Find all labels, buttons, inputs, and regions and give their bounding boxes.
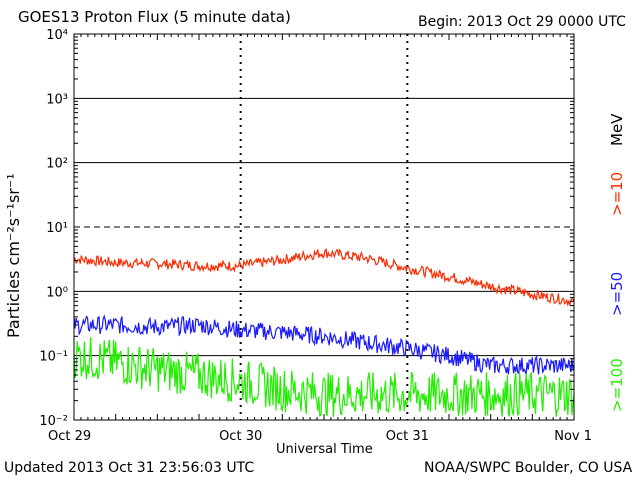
- legend-10mev: >=10: [608, 171, 626, 216]
- source-label: NOAA/SWPC Boulder, CO USA: [424, 460, 633, 476]
- x-tick-label: Oct 30: [219, 429, 262, 444]
- x-axis-label: Universal Time: [276, 442, 373, 457]
- y-tick-label: 10⁴: [46, 28, 68, 43]
- begin-label: Begin: 2013 Oct 29 0000 UTC: [418, 14, 626, 30]
- series-line-2: [73, 336, 575, 418]
- legend-100mev: >=100: [608, 358, 626, 412]
- y-axis-label: Particles cm⁻²s⁻¹sr⁻¹: [4, 173, 23, 338]
- x-tick-label: Oct 31: [386, 429, 429, 444]
- series-line-0: [73, 247, 575, 307]
- x-tick-label: Nov 1: [554, 429, 592, 444]
- y-tick-label: 10²: [46, 157, 68, 172]
- y-tick-label: 10¹: [46, 221, 68, 236]
- updated-label: Updated 2013 Oct 31 23:56:03 UTC: [4, 460, 255, 476]
- x-tick-label: Oct 29: [48, 429, 91, 444]
- chart-title: GOES13 Proton Flux (5 minute data): [18, 8, 291, 26]
- y-tick-label: 10⁰: [46, 285, 68, 300]
- legend-50mev: >=50: [608, 271, 626, 316]
- series-line-1: [73, 314, 575, 375]
- y-tick-label: 10⁻¹: [39, 350, 68, 365]
- y-tick-label: 10³: [46, 92, 68, 107]
- legend-unit: MeV: [608, 113, 626, 146]
- y-tick-label: 10⁻²: [39, 414, 68, 429]
